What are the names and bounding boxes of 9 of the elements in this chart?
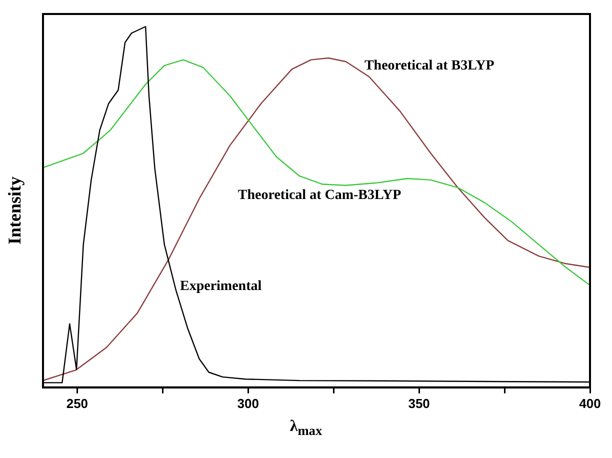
y-axis-title: Intensity [4,176,26,247]
series-label: Experimental [180,278,262,294]
x-axis-title: λ$_{max}$ [288,418,324,440]
series-label: Theoretical at Cam-B3LYP [238,188,402,203]
x-tick-label: 250 [66,396,88,411]
x-tick-label: 400 [579,396,601,411]
x-tick-label: 300 [237,396,259,411]
series-label: Theoretical at B3LYP [364,58,495,74]
x-tick-label: 350 [408,396,430,411]
